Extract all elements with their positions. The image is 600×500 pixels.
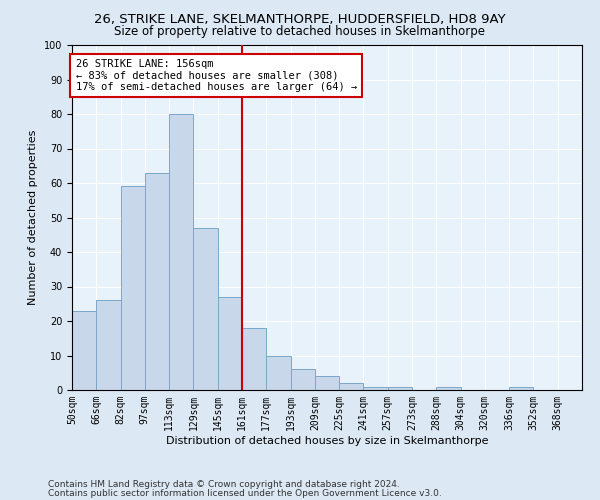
Bar	[169, 114, 193, 390]
Bar	[266, 356, 290, 390]
Bar	[96, 300, 121, 390]
Text: Size of property relative to detached houses in Skelmanthorpe: Size of property relative to detached ho…	[115, 25, 485, 38]
X-axis label: Distribution of detached houses by size in Skelmanthorpe: Distribution of detached houses by size …	[166, 436, 488, 446]
Text: 26 STRIKE LANE: 156sqm
← 83% of detached houses are smaller (308)
17% of semi-de: 26 STRIKE LANE: 156sqm ← 83% of detached…	[76, 59, 357, 92]
Bar	[509, 386, 533, 390]
Bar	[290, 370, 315, 390]
Bar	[218, 297, 242, 390]
Bar	[364, 386, 388, 390]
Y-axis label: Number of detached properties: Number of detached properties	[28, 130, 38, 305]
Text: Contains HM Land Registry data © Crown copyright and database right 2024.: Contains HM Land Registry data © Crown c…	[48, 480, 400, 489]
Bar	[315, 376, 339, 390]
Bar	[193, 228, 218, 390]
Text: Contains public sector information licensed under the Open Government Licence v3: Contains public sector information licen…	[48, 488, 442, 498]
Bar	[436, 386, 461, 390]
Bar	[121, 186, 145, 390]
Bar	[339, 383, 364, 390]
Bar	[72, 310, 96, 390]
Text: 26, STRIKE LANE, SKELMANTHORPE, HUDDERSFIELD, HD8 9AY: 26, STRIKE LANE, SKELMANTHORPE, HUDDERSF…	[94, 12, 506, 26]
Bar	[388, 386, 412, 390]
Bar	[145, 172, 169, 390]
Bar	[242, 328, 266, 390]
